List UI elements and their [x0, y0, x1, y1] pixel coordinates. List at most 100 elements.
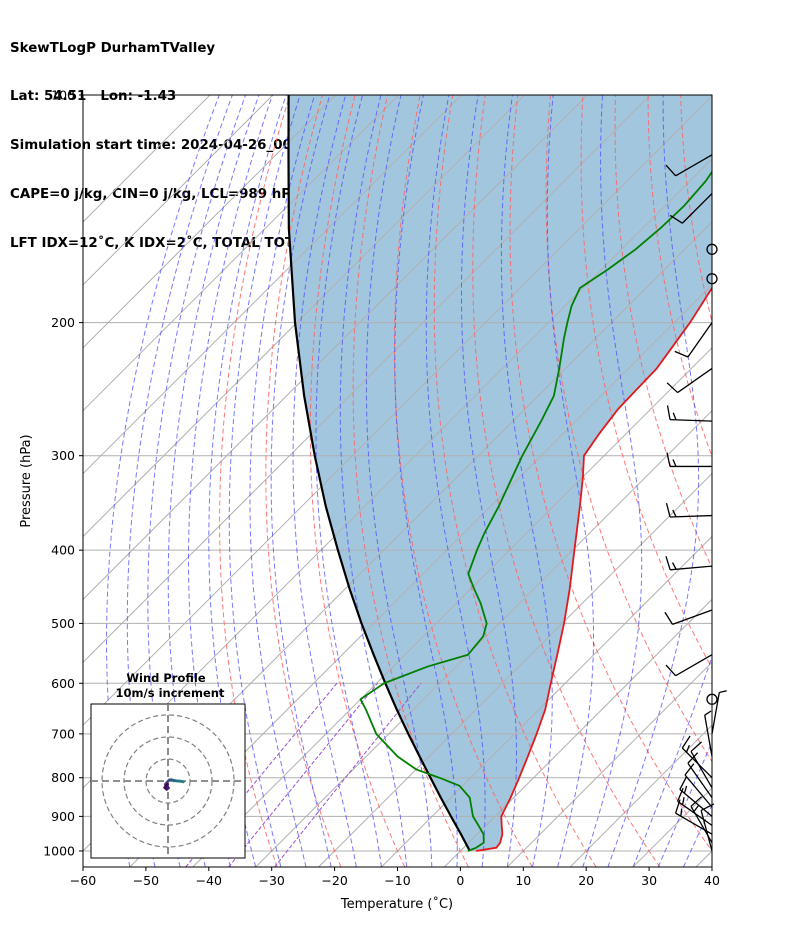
moist-adiabat-line: [147, 95, 247, 867]
dry-adiabat-line: [580, 95, 712, 669]
moist-adiabat-line: [607, 95, 700, 867]
y-tick-label: 800: [51, 770, 75, 785]
wind-barb-feather: [683, 785, 688, 794]
isotherm-line: [444, 598, 712, 867]
wind-barb-staff: [679, 788, 713, 817]
wind-barb-staff: [677, 367, 713, 394]
y-tick-label: 100: [51, 88, 75, 103]
dry-adiabat-line: [545, 95, 712, 763]
x-tick-label: 10: [515, 873, 531, 888]
moist-adiabat-line: [460, 95, 517, 867]
isotherm-line: [83, 95, 274, 286]
wind-barb-staff: [677, 800, 713, 826]
isotherm-line: [569, 724, 712, 867]
mixing-ratio-line: [274, 682, 422, 867]
isotherm-line: [83, 95, 462, 475]
hodograph-title: Wind Profile: [126, 671, 206, 685]
isotherm-line: [759, 95, 794, 867]
moist-adiabat-line: [270, 95, 332, 867]
wind-barb-staff: [670, 565, 713, 571]
wind-barb-staff: [687, 762, 713, 798]
wind-barb-feather: [665, 164, 677, 177]
wind-barb-feather: [669, 214, 683, 224]
wind-barb-staff: [681, 747, 713, 779]
wind-barb-staff: [675, 812, 713, 835]
moist-adiabat-line: [249, 95, 316, 867]
isotherm-line: [192, 347, 712, 867]
wind-barb-feather: [665, 664, 677, 677]
dry-adiabat-line: [778, 95, 794, 867]
wind-barb-feather: [672, 509, 677, 518]
dry-adiabat-line: [219, 95, 291, 867]
moist-adiabat-line: [228, 95, 301, 867]
isotherm-line: [83, 95, 525, 538]
moist-adiabat-line: [394, 95, 458, 867]
wind-barb-staff: [704, 715, 713, 757]
wind-barb-feather: [681, 735, 691, 749]
moist-adiabat-line: [632, 654, 712, 867]
dry-adiabat-line: [509, 95, 712, 852]
wind-barb-feather: [666, 405, 671, 420]
wind-barb-feather: [674, 350, 689, 358]
y-tick-label: 900: [51, 809, 75, 824]
wind-barb-feather: [719, 690, 727, 694]
x-tick-label: −60: [70, 873, 96, 888]
x-tick-label: 0: [456, 873, 464, 888]
moist-adiabat-line: [500, 95, 553, 867]
x-tick-label: 30: [641, 873, 657, 888]
isotherm-line: [506, 661, 712, 867]
y-tick-label: 500: [51, 616, 75, 631]
wind-barb-feather: [681, 797, 685, 805]
wind-barb-feather: [684, 763, 695, 776]
moist-adiabat-line: [339, 95, 408, 867]
x-tick-label: −20: [321, 873, 347, 888]
wind-barb-staff: [684, 774, 713, 808]
moist-adiabat-line: [167, 95, 260, 867]
isotherm-line: [83, 95, 651, 663]
y-axis-label: Pressure (hPa): [19, 434, 34, 527]
x-tick-label: 20: [578, 873, 594, 888]
wind-barb-feather: [690, 741, 703, 752]
wind-barb-staff: [690, 751, 713, 789]
wind-barb-feather: [665, 502, 671, 518]
dry-adiabat-line: [352, 95, 469, 867]
y-tick-label: 200: [51, 315, 75, 330]
wind-barb-staff: [711, 692, 720, 734]
wind-barb-feather: [672, 459, 677, 467]
y-tick-label: 1000: [43, 843, 75, 858]
x-tick-label: −50: [133, 873, 159, 888]
wind-barb-feather: [679, 776, 688, 790]
wind-barb-staff: [687, 322, 713, 358]
wind-barb-feather: [676, 787, 684, 802]
wind-barb-staff: [675, 654, 713, 677]
cape-cin-shading: [288, 95, 712, 851]
wind-barb-feather: [666, 382, 679, 394]
isotherm-line: [83, 95, 337, 349]
dry-adiabat-line: [433, 95, 597, 867]
x-axis-label: Temperature (˚C): [340, 896, 453, 912]
title-line-2: Lat: 54.51 Lon: -1.43: [10, 89, 177, 105]
wind-barb-feather: [672, 412, 677, 421]
wind-barb-feather: [704, 710, 712, 716]
isotherm-line: [129, 284, 712, 867]
isotherm-line: [83, 95, 400, 412]
moist-adiabat-line: [208, 95, 287, 867]
dry-adiabat-line: [472, 95, 661, 867]
hodograph-inset: Wind Profile 10m/s increment: [90, 671, 246, 859]
x-axis: −60 −50 −40 −30 −20 −10 0 10 20 30 40: [70, 867, 720, 888]
moist-adiabat-line: [546, 95, 595, 867]
wind-barb-staff: [670, 418, 713, 422]
y-tick-label: 600: [51, 676, 75, 691]
wind-barb-feather: [685, 744, 690, 753]
isotherm-line: [318, 472, 712, 867]
y-tick-label: 300: [51, 448, 75, 463]
x-tick-label: 40: [704, 873, 720, 888]
hodograph-subtitle: 10m/s increment: [116, 686, 225, 700]
wind-barb-staff: [672, 609, 713, 625]
hodograph-plot: [91, 704, 245, 858]
isotherm-line: [83, 95, 588, 601]
dewpoint-profile-line: [359, 170, 712, 852]
parcel-profile-line: [287, 95, 471, 852]
wind-barb-staff: [670, 514, 713, 518]
